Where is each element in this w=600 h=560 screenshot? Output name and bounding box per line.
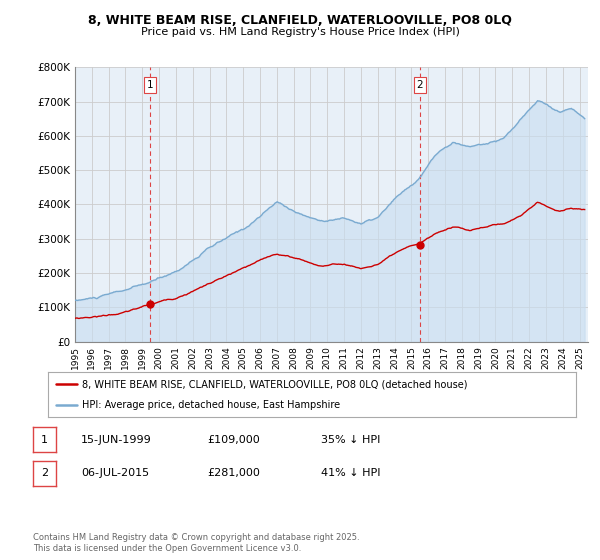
Text: HPI: Average price, detached house, East Hampshire: HPI: Average price, detached house, East… — [82, 400, 340, 410]
Text: 06-JUL-2015: 06-JUL-2015 — [81, 468, 149, 478]
Text: £109,000: £109,000 — [207, 435, 260, 445]
Text: Contains HM Land Registry data © Crown copyright and database right 2025.
This d: Contains HM Land Registry data © Crown c… — [33, 533, 359, 553]
Text: 8, WHITE BEAM RISE, CLANFIELD, WATERLOOVILLE, PO8 0LQ (detached house): 8, WHITE BEAM RISE, CLANFIELD, WATERLOOV… — [82, 380, 468, 390]
Text: 1: 1 — [41, 435, 48, 445]
Text: 8, WHITE BEAM RISE, CLANFIELD, WATERLOOVILLE, PO8 0LQ: 8, WHITE BEAM RISE, CLANFIELD, WATERLOOV… — [88, 14, 512, 27]
Text: £281,000: £281,000 — [207, 468, 260, 478]
Text: Price paid vs. HM Land Registry's House Price Index (HPI): Price paid vs. HM Land Registry's House … — [140, 27, 460, 37]
Text: 2: 2 — [416, 80, 423, 90]
Text: 35% ↓ HPI: 35% ↓ HPI — [321, 435, 380, 445]
Text: 1: 1 — [146, 80, 153, 90]
Text: 41% ↓ HPI: 41% ↓ HPI — [321, 468, 380, 478]
Text: 2: 2 — [41, 468, 48, 478]
Text: 15-JUN-1999: 15-JUN-1999 — [81, 435, 152, 445]
